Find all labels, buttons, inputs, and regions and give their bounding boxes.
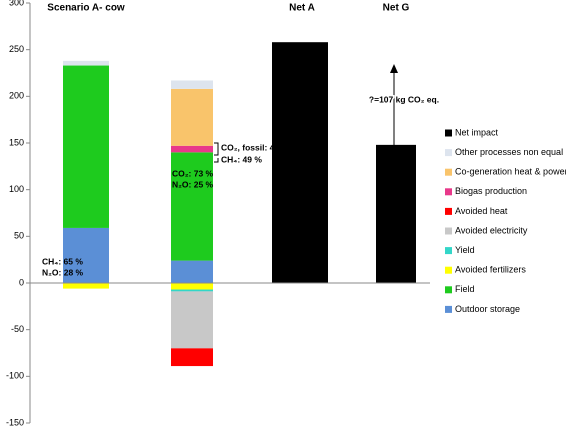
legend-swatch — [445, 129, 452, 137]
annotation: CO₂, fossil: 43 % — [221, 142, 289, 152]
bar-segment — [376, 144, 416, 283]
bar-segment — [171, 152, 213, 261]
bar-segment — [171, 88, 213, 146]
category-label: Net G — [383, 3, 410, 14]
annotation: CH₄: 65 % — [42, 256, 83, 266]
bar-segment — [171, 291, 213, 349]
bar-segment — [171, 348, 213, 367]
legend-label: Outdoor storage — [455, 304, 520, 314]
legend-swatch — [445, 247, 452, 255]
y-tick-label: 150 — [9, 137, 24, 147]
category-label: Net A — [289, 3, 315, 14]
legend-label: Other processes non equal — [455, 147, 563, 157]
legend-label: Field — [455, 284, 475, 294]
legend-swatch — [445, 188, 452, 196]
y-tick-label: 200 — [9, 91, 24, 101]
legend-swatch — [445, 227, 452, 235]
bar-segment — [63, 227, 109, 283]
legend-label: Avoided fertilizers — [455, 265, 526, 275]
y-tick-label: 100 — [9, 184, 24, 194]
category-label: Scenario A- cow — [47, 3, 125, 14]
y-tick-label: -150 — [6, 417, 24, 426]
bar-segment — [272, 42, 328, 284]
bar-segment — [171, 80, 213, 89]
plot: Scenario A- cow Net A Net G -150 -100 -50 0 50 1… — [6, 0, 566, 426]
legend-swatch — [445, 168, 452, 176]
arrow-head — [390, 64, 398, 73]
annotation: N₂O: 25 % — [172, 179, 214, 189]
legend-label: Avoided heat — [455, 206, 508, 216]
legend-label: Biogas production — [455, 186, 527, 196]
legend-swatch — [445, 149, 452, 157]
bar-segment — [171, 145, 213, 153]
legend-swatch — [445, 305, 452, 313]
bar-segment — [171, 260, 213, 283]
legend-swatch — [445, 207, 452, 215]
legend-label: Yield — [455, 245, 475, 255]
bar-segment — [63, 60, 109, 66]
bar-segment — [171, 283, 213, 290]
legend-label: Co-generation heat & power — [455, 167, 566, 177]
annotation: CO₂: 73 % — [172, 168, 214, 178]
y-tick-label: 300 — [9, 0, 24, 7]
y-tick-label: 250 — [9, 44, 24, 54]
bar-segment — [63, 65, 109, 228]
annotation: ?=107 kg CO₂ eq. — [369, 94, 439, 104]
y-tick-label: -50 — [11, 324, 24, 334]
y-tick-label: 0 — [19, 277, 24, 287]
legend-swatch — [445, 286, 452, 294]
bar-segment — [63, 283, 109, 289]
bar-segment — [171, 289, 213, 292]
y-tick-label: -100 — [6, 371, 24, 381]
annotation: N₂O: 28 % — [42, 267, 84, 277]
y-tick-label: 50 — [14, 231, 24, 241]
legend-label: Avoided electricity — [455, 225, 528, 235]
annotation: CH₄: 49 % — [221, 154, 262, 164]
bracket — [214, 142, 219, 163]
legend-swatch — [445, 266, 452, 274]
legend-label: Net impact — [455, 127, 499, 137]
